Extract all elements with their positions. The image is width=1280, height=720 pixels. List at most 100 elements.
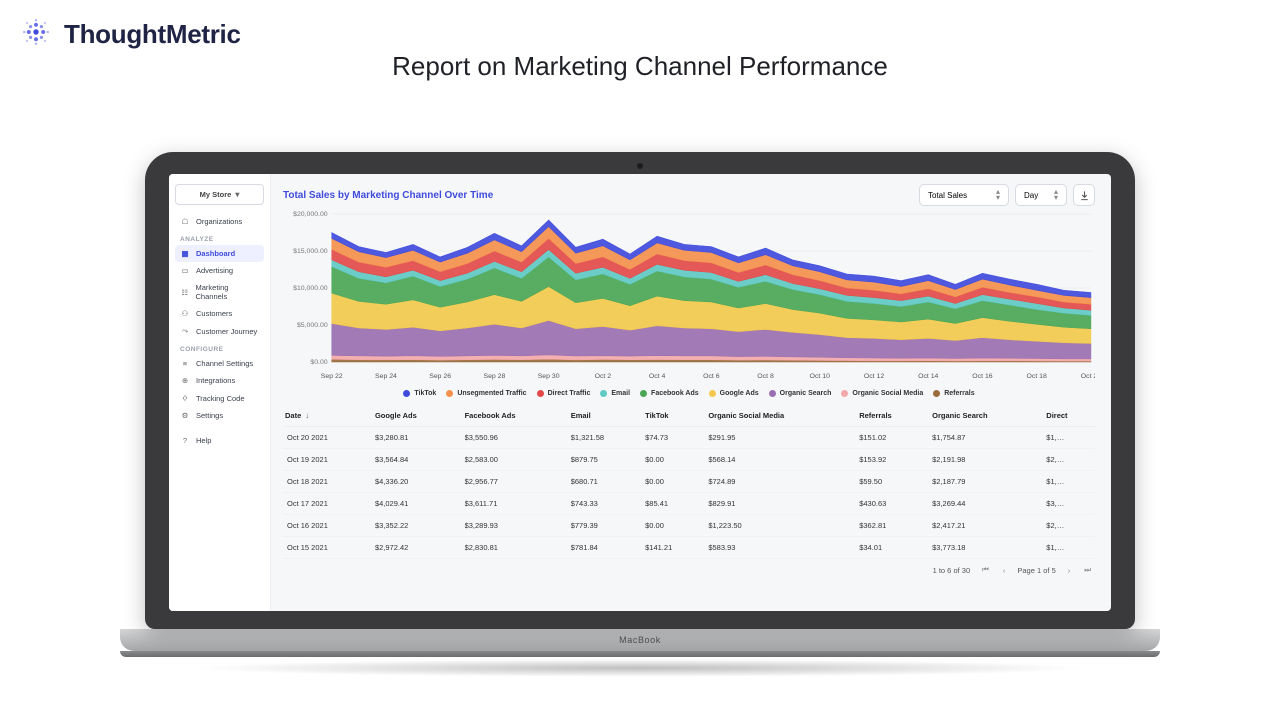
table-header[interactable]: TikTok bbox=[641, 405, 704, 427]
table-header[interactable]: Facebook Ads bbox=[461, 405, 567, 427]
table-cell: $1,… bbox=[1042, 471, 1095, 493]
legend-swatch bbox=[640, 390, 647, 397]
grain-picker[interactable]: Day ▴▾ bbox=[1015, 184, 1067, 206]
sidebar-item-dashboard[interactable]: ▦ Dashboard bbox=[175, 245, 264, 262]
table-row[interactable]: Oct 19 2021$3,564.84$2,583.00$879.75$0.0… bbox=[283, 449, 1095, 471]
legend-item[interactable]: Organic Search bbox=[769, 390, 832, 397]
legend-swatch bbox=[709, 390, 716, 397]
table-cell: $2,583.00 bbox=[461, 449, 567, 471]
table-row[interactable]: Oct 16 2021$3,352.22$3,289.93$779.39$0.0… bbox=[283, 515, 1095, 537]
legend-item[interactable]: Direct Traffic bbox=[537, 390, 591, 397]
stepper-arrows-icon: ▴▾ bbox=[996, 189, 1000, 201]
megaphone-icon: ▭ bbox=[180, 266, 190, 275]
page-title: Report on Marketing Channel Performance bbox=[0, 51, 1280, 82]
table-cell: $3,550.96 bbox=[461, 427, 567, 449]
svg-text:$15,000.00: $15,000.00 bbox=[293, 248, 328, 255]
metric-picker[interactable]: Total Sales ▴▾ bbox=[919, 184, 1009, 206]
table-cell: $2,191.98 bbox=[928, 449, 1042, 471]
table-cell: $779.39 bbox=[567, 515, 641, 537]
help-icon: ? bbox=[180, 436, 190, 445]
table-cell: $2,956.77 bbox=[461, 471, 567, 493]
table-row[interactable]: Oct 18 2021$4,336.20$2,956.77$680.71$0.0… bbox=[283, 471, 1095, 493]
legend-label: Unsegmented Traffic bbox=[457, 390, 526, 397]
data-table: Date↓Google AdsFacebook AdsEmailTikTokOr… bbox=[283, 405, 1095, 605]
table-header[interactable]: Email bbox=[567, 405, 641, 427]
table-cell: $362.81 bbox=[855, 515, 928, 537]
table-cell: Oct 16 2021 bbox=[283, 515, 371, 537]
legend-item[interactable]: TikTok bbox=[403, 390, 436, 397]
sidebar-item-advertising[interactable]: ▭ Advertising bbox=[175, 262, 264, 279]
sidebar-group-analyze: ANALYZE bbox=[175, 230, 264, 245]
legend-item[interactable]: Unsegmented Traffic bbox=[446, 390, 526, 397]
brand-logo-mark bbox=[18, 14, 54, 55]
legend-label: Google Ads bbox=[720, 390, 759, 397]
table-cell: Oct 20 2021 bbox=[283, 427, 371, 449]
sidebar-item-customer-journey[interactable]: ⤳ Customer Journey bbox=[175, 322, 264, 340]
sidebar-item-label: Organizations bbox=[196, 217, 242, 226]
sidebar-item-label: Integrations bbox=[196, 376, 235, 385]
download-icon bbox=[1079, 190, 1090, 201]
legend-label: Referrals bbox=[944, 390, 974, 397]
sidebar-item-label: Tracking Code bbox=[196, 394, 245, 403]
table-row[interactable]: Oct 17 2021$4,029.41$3,611.71$743.33$85.… bbox=[283, 493, 1095, 515]
legend-item[interactable]: Facebook Ads bbox=[640, 390, 699, 397]
sidebar-item-settings[interactable]: ⚙ Settings bbox=[175, 407, 264, 424]
legend-item[interactable]: Referrals bbox=[933, 390, 974, 397]
legend-item[interactable]: Google Ads bbox=[709, 390, 759, 397]
app-screen: My Store ▾ ☖ Organizations ANALYZE ▦ Das… bbox=[169, 174, 1111, 611]
gear-icon: ⚙ bbox=[180, 411, 190, 420]
svg-text:Oct 16: Oct 16 bbox=[972, 373, 993, 380]
sidebar-item-label: Marketing Channels bbox=[196, 283, 259, 301]
table-cell: $3,… bbox=[1042, 493, 1095, 515]
table-row[interactable]: Oct 15 2021$2,972.42$2,830.81$781.84$141… bbox=[283, 537, 1095, 559]
sidebar-item-integrations[interactable]: ⊕ Integrations bbox=[175, 372, 264, 389]
legend-label: Facebook Ads bbox=[651, 390, 699, 397]
table-header[interactable]: Organic Social Media bbox=[704, 405, 855, 427]
table-header[interactable]: Direct bbox=[1042, 405, 1095, 427]
download-button[interactable] bbox=[1073, 184, 1095, 206]
store-picker[interactable]: My Store ▾ bbox=[175, 184, 264, 205]
sidebar-item-channel-settings[interactable]: ≡ Channel Settings bbox=[175, 355, 264, 372]
brand-name: ThoughtMetric bbox=[64, 19, 241, 50]
table-header[interactable]: Referrals bbox=[855, 405, 928, 427]
sidebar-item-help[interactable]: ? Help bbox=[175, 432, 264, 449]
table-cell: $4,029.41 bbox=[371, 493, 461, 515]
table-cell: $1,321.58 bbox=[567, 427, 641, 449]
legend-item[interactable]: Organic Social Media bbox=[841, 390, 923, 397]
legend-swatch bbox=[537, 390, 544, 397]
table-cell: $568.14 bbox=[704, 449, 855, 471]
table-cell: $781.84 bbox=[567, 537, 641, 559]
chart-title: Total Sales by Marketing Channel Over Ti… bbox=[283, 190, 493, 201]
sidebar-item-organizations[interactable]: ☖ Organizations bbox=[175, 213, 264, 230]
table-cell: $430.63 bbox=[855, 493, 928, 515]
stacked-area-chart: $0.00$5,000.00$10,000.00$15,000.00$20,00… bbox=[283, 206, 1095, 386]
svg-text:Oct 14: Oct 14 bbox=[918, 373, 939, 380]
svg-text:$5,000.00: $5,000.00 bbox=[297, 322, 328, 329]
table-cell: $34.01 bbox=[855, 537, 928, 559]
svg-text:Oct 6: Oct 6 bbox=[703, 373, 720, 380]
table-cell: $0.00 bbox=[641, 471, 704, 493]
table-row[interactable]: Oct 20 2021$3,280.81$3,550.96$1,321.58$7… bbox=[283, 427, 1095, 449]
pager-first-button[interactable]: ⏮ bbox=[980, 565, 991, 575]
legend-swatch bbox=[600, 390, 607, 397]
pager-next-button[interactable]: › bbox=[1066, 566, 1073, 575]
legend-item[interactable]: Email bbox=[600, 390, 630, 397]
metric-picker-label: Total Sales bbox=[928, 191, 967, 200]
sidebar-item-customers[interactable]: ⚇ Customers bbox=[175, 305, 264, 322]
table-cell: $1,… bbox=[1042, 427, 1095, 449]
pager-prev-button[interactable]: ‹ bbox=[1001, 566, 1008, 575]
svg-text:$20,000.00: $20,000.00 bbox=[293, 211, 328, 218]
pager-last-button[interactable]: ⏭ bbox=[1082, 565, 1093, 575]
table-header[interactable]: Date↓ bbox=[283, 405, 371, 427]
table-cell: $141.21 bbox=[641, 537, 704, 559]
table-cell: Oct 19 2021 bbox=[283, 449, 371, 471]
sidebar-item-marketing-channels[interactable]: ☷ Marketing Channels bbox=[175, 279, 264, 305]
sidebar-item-tracking-code[interactable]: ⧼⧽ Tracking Code bbox=[175, 389, 264, 407]
table-header[interactable]: Organic Search bbox=[928, 405, 1042, 427]
table-cell: $291.95 bbox=[704, 427, 855, 449]
table-cell: $0.00 bbox=[641, 449, 704, 471]
table-header[interactable]: Google Ads bbox=[371, 405, 461, 427]
legend-label: Direct Traffic bbox=[548, 390, 591, 397]
svg-text:Sep 28: Sep 28 bbox=[483, 373, 505, 380]
table-cell: $59.50 bbox=[855, 471, 928, 493]
